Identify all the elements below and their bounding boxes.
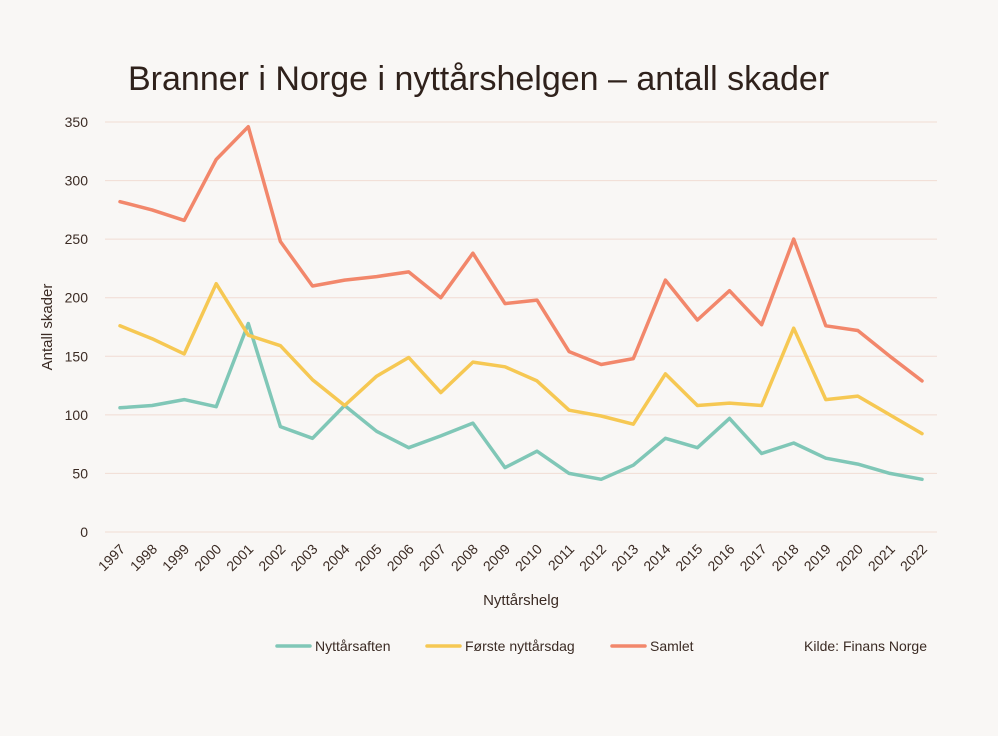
y-axis-ticks: 0 50 100 150 200 250 300 350 — [65, 114, 89, 540]
x-tick-label: 2005 — [351, 541, 384, 574]
x-tick-label: 2021 — [865, 541, 898, 574]
x-axis-ticks: 1997199819992000200120022003200420052006… — [95, 541, 930, 574]
x-tick-label: 2019 — [801, 541, 834, 574]
series-lines — [118, 124, 924, 482]
x-tick-label: 1998 — [127, 541, 160, 574]
x-tick-label: 2004 — [319, 541, 352, 574]
x-tick-label: 2011 — [545, 541, 578, 574]
x-tick-label: 2001 — [223, 541, 256, 574]
x-axis-label: Nyttårshelg — [483, 592, 559, 609]
x-tick-label: 2006 — [383, 541, 416, 574]
x-tick-label: 2007 — [416, 541, 449, 574]
legend-label: Samlet — [650, 638, 694, 654]
x-tick-label: 1997 — [95, 541, 128, 574]
legend-label: Nyttårsaften — [315, 638, 390, 654]
legend: Nyttårsaften Første nyttårsdag Samlet — [275, 638, 694, 654]
y-tick-label: 150 — [65, 348, 89, 364]
x-tick-label: 2008 — [448, 541, 481, 574]
series-line-0 — [118, 321, 924, 482]
y-tick-label: 200 — [65, 290, 89, 306]
x-tick-label: 2002 — [255, 541, 288, 574]
chart-title: Branner i Norge i nyttårshelgen – antall… — [128, 60, 829, 98]
x-tick-label: 2003 — [287, 541, 320, 574]
x-tick-label: 2015 — [672, 541, 705, 574]
x-tick-label: 2012 — [576, 541, 609, 574]
x-tick-label: 2000 — [191, 541, 224, 574]
x-tick-label: 2016 — [704, 541, 737, 574]
y-tick-label: 350 — [65, 114, 89, 130]
x-tick-label: 2022 — [897, 541, 930, 574]
x-tick-label: 2017 — [736, 541, 769, 574]
x-tick-label: 2014 — [640, 541, 673, 574]
source-note: Kilde: Finans Norge — [804, 638, 927, 654]
y-axis-label: Antall skader — [39, 284, 56, 371]
y-tick-label: 50 — [72, 465, 88, 481]
x-tick-label: 2010 — [512, 541, 545, 574]
x-tick-label: 2013 — [608, 541, 641, 574]
x-tick-label: 1999 — [159, 541, 192, 574]
y-tick-label: 100 — [65, 407, 89, 423]
x-tick-label: 2018 — [768, 541, 801, 574]
y-tick-label: 250 — [65, 231, 89, 247]
y-tick-label: 300 — [65, 173, 89, 189]
series-line-1 — [118, 281, 924, 436]
series-line-2 — [118, 124, 924, 383]
x-tick-label: 2020 — [833, 541, 866, 574]
y-tick-label: 0 — [80, 524, 88, 540]
legend-label: Første nyttårsdag — [465, 638, 575, 654]
grid — [105, 121, 937, 533]
x-tick-label: 2009 — [480, 541, 513, 574]
